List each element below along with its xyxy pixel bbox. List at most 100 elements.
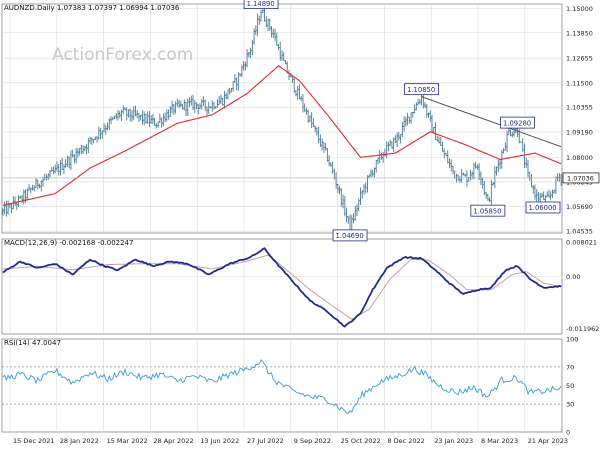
- price-bar: [57, 163, 60, 176]
- price-bar: [450, 159, 453, 172]
- price-bar: [47, 173, 50, 181]
- price-callout-box: [500, 116, 535, 129]
- price-bar: [273, 28, 277, 42]
- price-bar: [416, 98, 420, 105]
- price-callout-box: [243, 0, 279, 10]
- price-bar: [172, 103, 176, 115]
- price-bar: [20, 194, 24, 204]
- price-bar: [336, 183, 340, 193]
- price-y-tick-label: 1.04535: [566, 228, 593, 236]
- price-callout-box: [525, 201, 561, 214]
- price-bar: [115, 113, 118, 120]
- chart-marks: [1, 5, 563, 414]
- x-tick-label: 9 Sep 2022: [294, 437, 331, 445]
- price-bar: [153, 117, 156, 126]
- price-bar: [451, 165, 455, 175]
- price-bar: [525, 157, 528, 168]
- x-tick-label: 28 Apr 2022: [153, 437, 193, 445]
- panel-frames: [1, 3, 563, 433]
- price-bar: [395, 132, 399, 147]
- price-callout-box: [332, 229, 368, 242]
- rsi-panel-frame: [1, 338, 563, 433]
- price-callout-label: 1.06000: [529, 204, 557, 212]
- price-bar: [3, 201, 6, 215]
- gridlines: [2, 4, 562, 432]
- price-y-tick-label: 1.11500: [566, 79, 593, 87]
- macd-panel-frame: [1, 238, 563, 335]
- price-bar: [80, 144, 83, 155]
- x-tick-label: 21 Apr 2023: [528, 437, 568, 445]
- macd-panel-header: MACD(12,26,9) -0.002168 -0.002247: [4, 239, 133, 247]
- price-bar: [122, 105, 125, 115]
- price-bar: [470, 171, 474, 179]
- price-bar: [109, 116, 113, 125]
- price-bar: [169, 106, 172, 117]
- price-bar: [315, 127, 319, 136]
- price-bar: [294, 90, 298, 97]
- rsi-y-tick-label: 70: [566, 363, 574, 371]
- price-bar: [116, 109, 120, 121]
- price-bar: [460, 168, 463, 183]
- price-y-tick-label: 1.13850: [566, 29, 593, 37]
- rsi-y-tick-label: 100: [566, 336, 578, 344]
- price-bar: [497, 159, 500, 172]
- price-bar: [62, 163, 66, 175]
- price-bar: [507, 128, 510, 136]
- x-tick-label: 15 Mar 2022: [107, 437, 148, 445]
- price-bar: [327, 155, 331, 166]
- price-bar: [223, 90, 226, 109]
- x-tick-label: 27 Jul 2022: [247, 437, 284, 445]
- price-bar: [345, 207, 348, 223]
- price-bar: [481, 177, 484, 189]
- trendline: [421, 96, 562, 148]
- price-bar: [530, 174, 533, 188]
- price-callout-box: [470, 204, 506, 217]
- price-bar: [141, 110, 144, 125]
- price-bar: [413, 104, 416, 114]
- price-bar: [183, 99, 186, 111]
- price-y-tick-label: 1.08000: [566, 154, 593, 162]
- price-bar: [505, 130, 509, 153]
- price-bar: [136, 110, 139, 119]
- price-bar: [85, 144, 88, 155]
- price-bar: [317, 126, 320, 144]
- x-tick-label: 13 Jun 2022: [200, 437, 239, 445]
- price-bar: [362, 183, 366, 195]
- price-bar: [13, 196, 17, 206]
- price-bar: [233, 74, 237, 83]
- last-price-box: [562, 172, 600, 184]
- price-bar: [237, 71, 240, 91]
- price-bar: [409, 112, 413, 124]
- price-bar: [453, 170, 456, 179]
- price-bar: [378, 150, 381, 163]
- price-bar: [33, 185, 36, 192]
- price-bar: [277, 43, 280, 51]
- price-bar: [545, 191, 549, 197]
- price-bar: [392, 137, 395, 153]
- price-bar: [259, 9, 263, 22]
- moving-average-line: [2, 65, 562, 206]
- rsi-y-tick-label: 50: [566, 382, 574, 390]
- price-bar: [74, 148, 78, 164]
- chart-labels: 15 Dec 2021 28 Jan 2022 15 Mar 2022 28 Apr …: [13, 0, 599, 445]
- price-bar: [160, 117, 163, 128]
- price-bar: [347, 216, 350, 224]
- price-bar: [287, 70, 291, 81]
- price-bar: [296, 85, 299, 100]
- price-bar: [493, 166, 497, 189]
- price-bar: [523, 143, 526, 169]
- price-bar: [359, 187, 362, 206]
- price-bar: [88, 136, 92, 144]
- price-panel-frame: [1, 3, 563, 234]
- price-bar: [399, 134, 402, 144]
- watermark: ActionForex.com: [52, 45, 193, 65]
- price-bar: [448, 158, 451, 168]
- rsi-y-tick-label: 30: [566, 401, 574, 409]
- price-bar: [537, 192, 540, 202]
- price-bar: [127, 109, 130, 118]
- price-bar: [193, 99, 196, 114]
- price-bar: [219, 94, 223, 105]
- price-bar: [329, 162, 333, 167]
- macd-signal-line: [2, 254, 562, 320]
- price-bar: [204, 99, 207, 112]
